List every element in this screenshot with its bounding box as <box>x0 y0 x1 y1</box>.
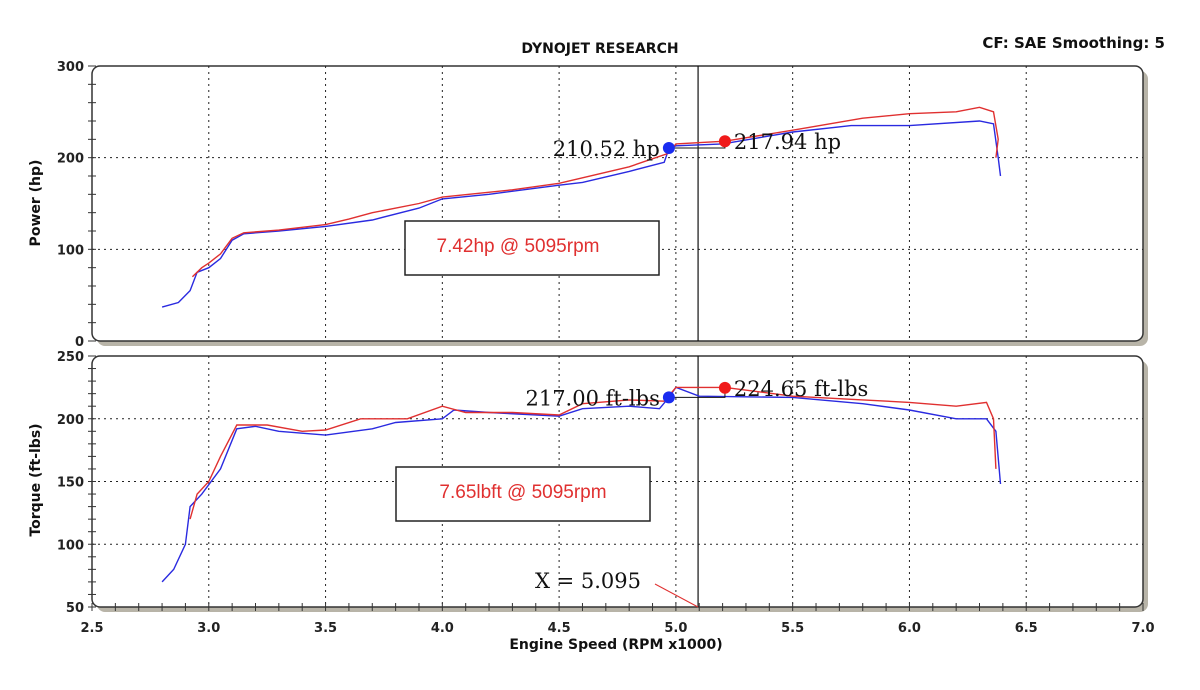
torque-run-red-line <box>189 386 997 520</box>
x-tick-label: 4.5 <box>548 621 571 636</box>
power-run-red-line <box>191 106 999 278</box>
x-tick-label: 3.0 <box>197 621 220 636</box>
power-red-peak-label: 217.94 hp <box>734 130 841 154</box>
power-y-tick-label: 0 <box>75 335 84 350</box>
power-blue-peak-label: 210.52 hp <box>553 137 660 161</box>
torque-red-peak-marker <box>718 381 731 394</box>
power-y-tick-label: 100 <box>57 243 84 258</box>
torque-delta-label: 7.65lbft @ 5095rpm <box>439 482 606 503</box>
chart-title: DYNOJET RESEARCH <box>521 41 678 57</box>
torque-y-tick-label: 250 <box>57 350 84 365</box>
x-tick-label: 2.5 <box>80 621 103 636</box>
x-tick-label: 5.0 <box>664 621 687 636</box>
x-tick-label: 6.5 <box>1015 621 1038 636</box>
torque-y-tick-label: 50 <box>66 601 84 616</box>
torque-y-tick-label: 150 <box>57 476 84 491</box>
power-panel <box>91 65 1144 342</box>
torque-y-axis-label: Torque (ft-lbs) <box>28 423 44 536</box>
power-delta-label: 7.42hp @ 5095rpm <box>437 236 600 257</box>
x-tick-label: 3.5 <box>314 621 337 636</box>
power-y-tick-label: 200 <box>57 152 84 167</box>
x-axis-label: Engine Speed (RPM x1000) <box>509 637 722 653</box>
cursor-pointer <box>654 583 699 608</box>
power-red-peak-marker <box>718 135 731 148</box>
torque-red-peak-label: 224.65 ft-lbs <box>734 377 868 401</box>
x-tick-label: 5.5 <box>781 621 804 636</box>
torque-blue-peak-label: 217.00 ft-lbs <box>525 386 659 410</box>
x-tick-label: 7.0 <box>1131 621 1154 636</box>
cursor-readout: X = 5.095 <box>535 569 641 593</box>
plot-layer: 0 100 200 300 210.52 hp 217.94 hp 50 100 150 200 2… <box>57 60 1155 636</box>
torque-y-tick-label: 100 <box>57 538 84 553</box>
torque-y-tick-label: 200 <box>57 413 84 428</box>
power-delta-box: 7.42hp @ 5095rpm <box>404 220 660 276</box>
torque-delta-box: 7.65lbft @ 5095rpm <box>395 466 651 522</box>
x-tick-label: 6.0 <box>898 621 921 636</box>
torque-blue-peak-marker <box>662 391 675 404</box>
power-y-tick-label: 300 <box>57 60 84 75</box>
power-y-axis-label: Power (hp) <box>28 160 44 247</box>
power-run-blue-line <box>161 120 1002 308</box>
x-tick-label: 4.0 <box>431 621 454 636</box>
power-blue-peak-marker <box>662 142 675 155</box>
chart-subtitle: CF: SAE Smoothing: 5 <box>982 34 1165 52</box>
